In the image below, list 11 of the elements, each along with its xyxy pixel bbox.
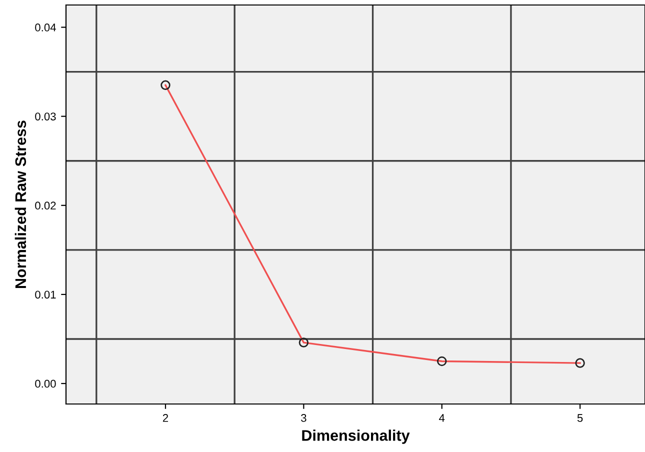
x-tick-label: 2 [162, 414, 168, 422]
x-tick-label: 3 [301, 414, 306, 422]
x-tick-label: 4 [439, 414, 445, 422]
y-tick-label: 0.04 [35, 24, 56, 32]
y-tick-label: 0.02 [35, 202, 56, 210]
y-axis-title: Normalized Raw Stress [14, 120, 26, 288]
x-tick-label: 5 [577, 414, 583, 422]
y-tick-label: 0.01 [35, 290, 56, 299]
x-axis-title: Dimensionality [302, 430, 410, 444]
y-tick-label: 0.03 [35, 112, 56, 120]
y-tick-label: 0.00 [35, 380, 56, 388]
